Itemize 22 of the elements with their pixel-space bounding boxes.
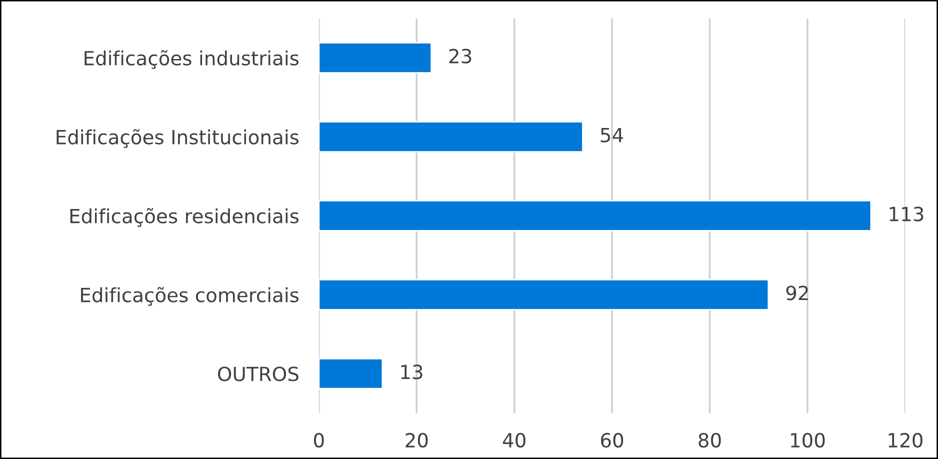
x-tick-label: 80 [698,432,721,448]
bar [318,42,432,74]
bar [318,200,872,232]
data-label: 23 [449,48,472,64]
y-tick-label: Edificações comerciais [81,286,299,306]
bar [318,278,770,310]
data-label: 113 [890,206,924,222]
bar [318,358,384,390]
y-tick-label: OUTROS [218,366,298,382]
bar [318,121,584,152]
data-label: 92 [786,286,808,300]
x-tick-label: 0 [314,432,324,448]
y-tick-label: Edificações residenciais [70,208,299,227]
x-tick-label: 60 [601,432,624,448]
data-label: 13 [401,364,422,380]
y-tick-label: Edificações industriais [84,50,299,69]
x-tick-label: 100 [791,432,825,448]
y-tick-label: Edificações Institucionais [56,129,299,148]
x-tick-label: 40 [502,432,526,448]
x-tick-label: 120 [888,432,922,448]
data-label: 54 [600,128,624,142]
x-tick-label: 20 [406,432,428,448]
